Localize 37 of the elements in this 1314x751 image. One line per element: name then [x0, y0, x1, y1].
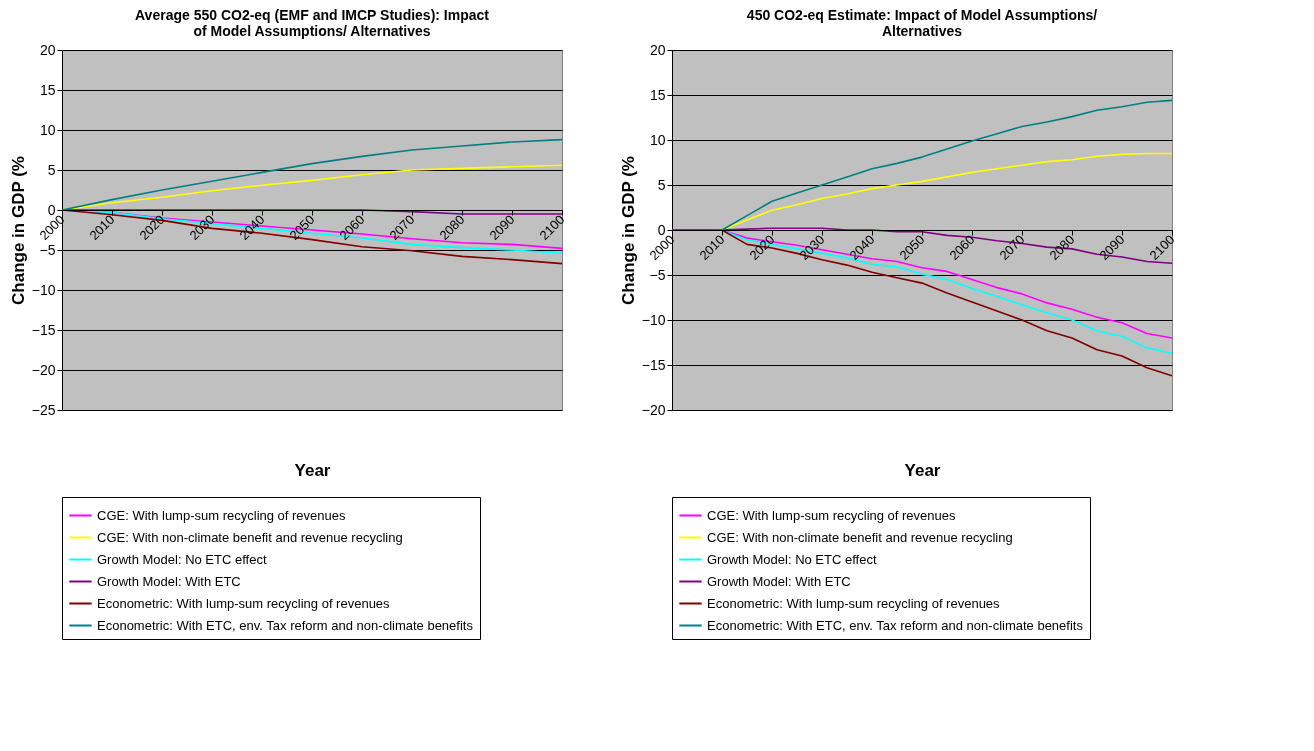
y-tick-label: 10 — [649, 131, 666, 148]
legend-label: CGE: With lump-sum recycling of revenues — [97, 507, 347, 523]
legend-label: CGE: With non-climate benefit and revenue recycling — [707, 529, 1013, 545]
y-tick-label: 0 — [47, 201, 56, 218]
y-tick-label: −15 — [641, 356, 666, 373]
x-axis-title: Year — [904, 460, 941, 480]
y-tick-label: 0 — [657, 221, 666, 238]
legend-label: Econometric: With ETC, env. Tax reform and non-climate benefits — [707, 617, 1084, 633]
y-tick-label: −25 — [31, 401, 56, 418]
legend-label: Econometric: With ETC, env. Tax reform and non-climate benefits — [97, 617, 474, 633]
y-tick-label: 20 — [649, 41, 666, 58]
y-tick-label: −20 — [641, 401, 666, 418]
legend-label: CGE: With lump-sum recycling of revenues — [707, 507, 957, 523]
legend-label: Growth Model: With ETC — [707, 573, 851, 589]
y-axis-title: Change in GDP (% — [618, 156, 638, 305]
legend-label: Growth Model: No ETC effect — [707, 551, 877, 567]
y-tick-label: 20 — [39, 41, 56, 58]
legend-label: CGE: With non-climate benefit and revenue recycling — [97, 529, 403, 545]
chart-title: Average 550 CO2-eq (EMF and IMCP Studies): Impact of Model Assumptions/ Alternatives — [135, 7, 490, 39]
y-tick-label: −10 — [641, 311, 666, 328]
legend-label: Growth Model: No ETC effect — [97, 551, 267, 567]
x-axis-title: Year — [294, 460, 331, 480]
y-tick-label: −10 — [31, 281, 56, 298]
legend-label: Econometric: With lump-sum recycling of revenues — [97, 595, 391, 611]
y-tick-label: 10 — [39, 121, 56, 138]
y-tick-label: 5 — [657, 176, 666, 193]
y-tick-label: 15 — [649, 86, 666, 103]
y-tick-label: 15 — [39, 81, 56, 98]
y-tick-label: −20 — [31, 361, 56, 378]
legend-label: Econometric: With lump-sum recycling of revenues — [707, 595, 1001, 611]
y-axis-title: Change in GDP (% — [8, 156, 28, 305]
chart-title: 450 CO2-eq Estimate: Impact of Model Assumptions/ Alternatives — [746, 7, 1098, 39]
y-tick-label: −15 — [31, 321, 56, 338]
y-tick-label: 5 — [47, 161, 56, 178]
legend-label: Growth Model: With ETC — [97, 573, 241, 589]
y-tick-label: −5 — [649, 266, 666, 283]
y-tick-label: −5 — [39, 241, 56, 258]
